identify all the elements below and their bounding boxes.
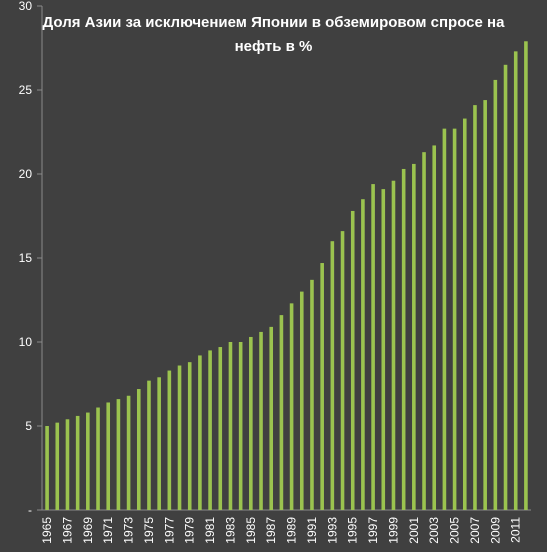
- bar-1981: [208, 350, 212, 510]
- bar-1986: [259, 331, 263, 510]
- bar-1983: [228, 342, 233, 510]
- bar-1973: [126, 395, 131, 510]
- bar-1977: [167, 370, 172, 510]
- bar-1998: [381, 189, 386, 510]
- bar-2007: [473, 105, 477, 511]
- x-tick-label: 1973: [122, 517, 136, 544]
- x-tick-label: 1987: [264, 517, 278, 544]
- x-tick-label: 1967: [60, 517, 74, 544]
- bar-1988: [279, 315, 284, 510]
- x-tick-label: 2011: [509, 517, 523, 543]
- x-tick-label: 1991: [305, 517, 319, 544]
- x-tick-label: 1981: [203, 517, 217, 544]
- bar-1984: [238, 342, 243, 510]
- chart-title: Доля Азии за исключением Японии в обземи…: [0, 11, 547, 59]
- bar-2002: [422, 152, 426, 510]
- y-tick-label: 15: [19, 251, 33, 265]
- bar-1982: [218, 347, 223, 510]
- y-tick-label: 25: [19, 83, 33, 97]
- bar-1971: [106, 402, 111, 510]
- x-tick-label: 1985: [244, 517, 258, 544]
- bar-1965: [45, 426, 49, 510]
- x-tick-label: 1993: [325, 517, 339, 544]
- x-tick-label: 1975: [142, 517, 156, 544]
- bar-1976: [157, 377, 161, 510]
- x-tick-label: 1995: [346, 517, 360, 544]
- bar-1997: [371, 184, 375, 510]
- bar-1978: [177, 365, 182, 510]
- bar-1968: [75, 415, 80, 510]
- axis-lines: [41, 6, 531, 511]
- bar-2006: [462, 118, 467, 510]
- bar-2008: [483, 100, 487, 510]
- bar-1989: [289, 303, 294, 510]
- bar-1987: [269, 326, 274, 510]
- bar-1966: [55, 422, 60, 510]
- bar-1992: [320, 263, 324, 510]
- bar-1995: [350, 210, 355, 510]
- bar-2001: [412, 163, 416, 511]
- bar-2000: [401, 168, 406, 510]
- bar-1967: [65, 419, 70, 510]
- y-tick-label: 5: [25, 419, 32, 433]
- bar-1974: [136, 389, 141, 510]
- x-tick-label: 2001: [407, 517, 421, 544]
- bar-1969: [86, 412, 90, 510]
- bar-2011: [513, 51, 518, 511]
- bar-1980: [198, 355, 202, 510]
- bar-2010: [503, 64, 508, 511]
- bar-2009: [493, 79, 498, 511]
- bar-2004: [442, 128, 447, 510]
- bar-1999: [391, 180, 396, 510]
- bar-1975: [147, 380, 151, 510]
- x-tick-label: 1997: [366, 517, 380, 544]
- x-tick-label: 2003: [427, 517, 441, 544]
- chart-title-line-2: нефть в %: [234, 38, 313, 55]
- bar-1993: [330, 241, 335, 510]
- x-tick-label: 1971: [101, 517, 115, 544]
- bar-1972: [116, 399, 121, 510]
- x-tick-label: 1999: [386, 517, 400, 544]
- bar-2003: [432, 145, 437, 510]
- bar-1979: [187, 362, 192, 510]
- x-tick-label: 1969: [81, 517, 95, 544]
- y-tick-label: 20: [19, 167, 33, 181]
- x-tick-label: 2007: [468, 517, 482, 544]
- x-tick-label: 2009: [488, 517, 502, 544]
- bar-1990: [299, 291, 304, 510]
- y-tick-label: 10: [19, 335, 33, 349]
- bar-1994: [340, 231, 345, 510]
- x-tick-label: 1983: [223, 517, 237, 544]
- x-tick-label: 1977: [162, 517, 176, 544]
- bar-1991: [310, 279, 314, 510]
- bar-1985: [249, 336, 253, 510]
- bar-1970: [96, 407, 100, 510]
- x-tick-label: 1965: [40, 517, 54, 544]
- y-tick-label: 30: [19, 0, 33, 13]
- y-tick-label: -: [28, 503, 32, 517]
- bar-2012: [524, 41, 528, 510]
- bar-2005: [452, 128, 457, 510]
- x-tick-label: 1979: [183, 517, 197, 544]
- chart-title-line-1: Доля Азии за исключением Японии в обземи…: [42, 14, 505, 31]
- bar-1996: [361, 199, 365, 510]
- x-tick-label: 1989: [285, 517, 299, 544]
- x-tick-label: 2005: [448, 517, 462, 544]
